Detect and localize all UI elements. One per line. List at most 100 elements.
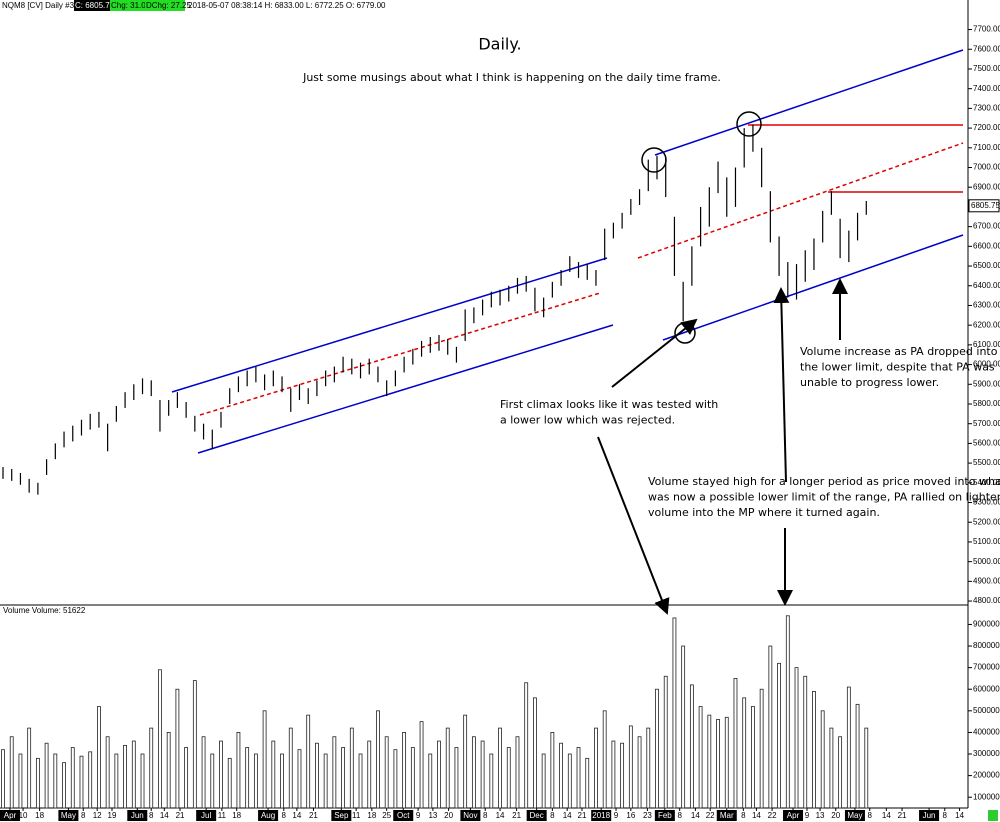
volume-bar (559, 742, 563, 809)
x-tick-label: Dec (530, 811, 544, 820)
x-tick-label: 18 (232, 811, 241, 820)
y-tick-label: 5700.00 (973, 419, 1000, 428)
y-tick-label: 800000 (973, 641, 1000, 650)
volume-bar (489, 753, 494, 809)
y-tick-label: 5100.00 (973, 537, 1000, 546)
y-tick-label: 6300.00 (973, 301, 1000, 310)
header-dchg-box (145, 0, 185, 11)
volume-bar (716, 719, 720, 809)
y-tick-label: 200000 (973, 771, 1000, 780)
volume-bar (576, 747, 581, 809)
volume-bar (376, 710, 380, 809)
channel-line (171, 257, 608, 393)
x-tick-label: Oct (397, 811, 410, 820)
header-symbol: NQM8 [CV] Daily #3 (2, 1, 75, 10)
x-tick-label: 21 (512, 811, 521, 820)
volume-bar (332, 736, 337, 809)
y-tick-label: 6600.00 (973, 241, 1000, 250)
volume-bar (707, 714, 712, 809)
volume-bar (681, 645, 686, 809)
y-tick-label: 5600.00 (973, 439, 1000, 448)
volume-bar (585, 757, 590, 809)
x-tick-box (331, 810, 352, 821)
chart-subtitle: Just some musings about what I think is … (302, 71, 721, 84)
y-tick-label: 6500.00 (973, 261, 1000, 270)
midline (637, 142, 964, 259)
header-chg-box (110, 0, 145, 11)
x-tick-label: 21 (898, 811, 907, 820)
volume-bar (838, 736, 843, 809)
y-tick-label: 500000 (973, 706, 1000, 715)
arrow (611, 318, 698, 388)
x-tick-label: Jun (131, 811, 144, 820)
y-tick-label: 7400.00 (973, 84, 1000, 93)
annotation: was now a possible lower limit of the ra… (648, 491, 1000, 504)
volume-bar (44, 742, 49, 809)
x-tick-label: 13 (816, 811, 825, 820)
volume-bar (742, 697, 747, 809)
volume-bar (759, 688, 764, 809)
x-tick-label: Nov (463, 811, 477, 820)
x-tick-label: 8 (149, 811, 154, 820)
x-tick-label: Aug (261, 811, 275, 820)
header-info: 2018-05-07 08:38:14 H: 6833.00 L: 6772.2… (188, 1, 386, 10)
volume-bar (227, 757, 232, 809)
annotation: unable to progress lower. (800, 376, 939, 389)
last-price-label: 6805.75 (971, 201, 1000, 210)
x-tick-label: Apr (787, 811, 800, 820)
volume-bar (785, 615, 790, 809)
y-tick-label: 6000.00 (973, 360, 1000, 369)
x-tick-label: 22 (706, 811, 715, 820)
x-tick-box (258, 810, 279, 821)
x-tick-label: 14 (496, 811, 505, 820)
volume-bar (480, 740, 485, 809)
y-tick-label: 900000 (973, 620, 1000, 629)
x-tick-label: Jun (923, 811, 936, 820)
x-tick-label: Sep (334, 811, 349, 820)
volume-bar (777, 662, 781, 809)
x-tick-box (0, 810, 20, 821)
x-tick-box (654, 810, 675, 821)
volume-bar (175, 688, 180, 809)
y-tick-label: 6700.00 (973, 222, 1000, 231)
x-tick-label: 18 (367, 811, 376, 820)
volume-bar (637, 736, 642, 809)
y-tick-label: 4900.00 (973, 576, 1000, 585)
x-tick-label: 21 (309, 811, 318, 820)
x-tick-label: 22 (768, 811, 777, 820)
x-tick-label: 9 (416, 811, 421, 820)
x-tick-label: 10 (19, 811, 28, 820)
volume-bar (445, 727, 450, 809)
volume-bar (297, 749, 302, 809)
volume-bar (506, 747, 511, 809)
volume-bar (620, 742, 625, 809)
volume-bar (864, 727, 869, 809)
y-tick-label: 5000.00 (973, 557, 1000, 566)
volume-bar (288, 727, 293, 809)
header-dchg: DChg: 27.25 (146, 1, 191, 10)
volume-bar (733, 678, 738, 809)
x-tick-label: 20 (444, 811, 453, 820)
x-tick-label: 8 (868, 811, 873, 820)
volume-bar (349, 727, 354, 809)
x-tick-label: 14 (160, 811, 169, 820)
x-tick-box (783, 810, 804, 821)
y-tick-label: 7100.00 (973, 143, 1000, 152)
x-tick-label: 2018 (592, 811, 610, 820)
volume-bar (280, 753, 284, 809)
x-tick-label: 19 (108, 811, 117, 820)
channel-line (197, 324, 614, 454)
volume-bar (454, 747, 459, 809)
x-tick-label: Feb (658, 811, 672, 820)
volume-bar (114, 753, 119, 809)
annotation: First climax looks like it was tested wi… (500, 398, 718, 411)
volume-bar (402, 732, 407, 809)
x-tick-label: 25 (382, 811, 391, 820)
y-tick-label: 6900.00 (973, 182, 1000, 191)
volume-bar (97, 706, 101, 809)
volume-label: Volume Volume: 51622 (3, 606, 86, 615)
volume-bar (62, 762, 66, 809)
volume-bar (323, 753, 328, 809)
y-tick-label: 5200.00 (973, 517, 1000, 526)
volume-bar (672, 617, 677, 809)
